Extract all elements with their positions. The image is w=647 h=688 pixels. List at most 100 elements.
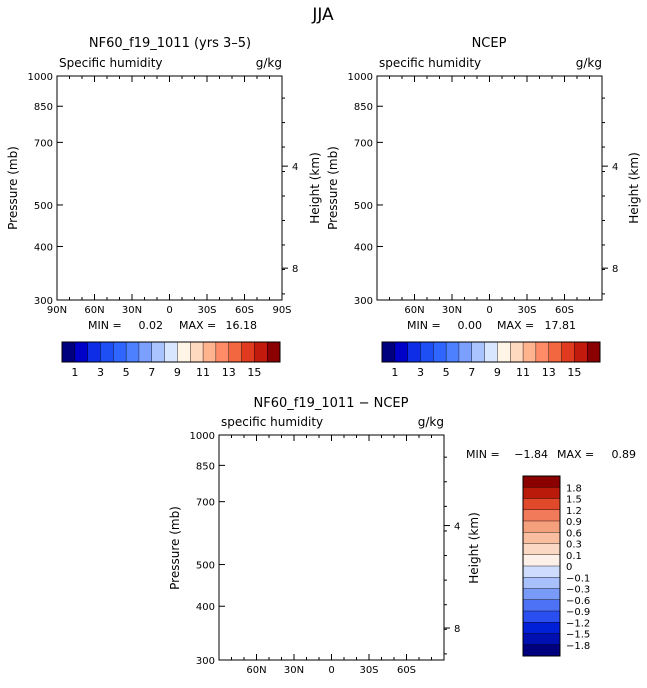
obs-colorbar-swatch	[536, 342, 549, 362]
obs-colorbar-label: 9	[494, 366, 501, 379]
obs-ytick-label: 850	[354, 102, 373, 113]
obs-colorbar-swatch	[587, 342, 600, 362]
obs-colorbar-swatch	[510, 342, 523, 362]
obs-xtick-label: 60N	[404, 305, 424, 316]
obs-colorbar-swatch	[562, 342, 575, 362]
obs-subtitle-left: specific humidity	[379, 56, 481, 70]
model-colorbar-label: 9	[174, 366, 181, 379]
obs-ytick-label: 400	[354, 242, 373, 253]
obs-colorbar-label: 5	[443, 366, 450, 379]
obs-colorbar-swatch	[497, 342, 510, 362]
obs-colorbar-swatch	[574, 342, 587, 362]
model-colorbar-swatch	[100, 342, 113, 362]
model-colorbar-swatch	[139, 342, 152, 362]
model-colorbar-swatch	[152, 342, 165, 362]
model-colorbar-swatch	[203, 342, 216, 362]
obs-frame	[377, 76, 602, 300]
obs-y2label: Height (km)	[627, 152, 641, 223]
model-colorbar-label: 7	[148, 366, 155, 379]
model-colorbar-swatch	[126, 342, 139, 362]
model-colorbar-swatch	[216, 342, 229, 362]
obs-colorbar-label: 3	[417, 366, 424, 379]
obs-xtick-label: 60S	[555, 305, 574, 316]
obs-colorbar-swatch	[420, 342, 433, 362]
obs-colorbar-swatch	[549, 342, 562, 362]
model-title: NF60_f19_1011 (yrs 3–5)	[89, 36, 251, 51]
model-colorbar-swatch	[62, 342, 75, 362]
model-colorbar-swatch	[242, 342, 255, 362]
obs-subtitle-right: g/kg	[576, 56, 602, 70]
model-xtick-label: 0	[166, 305, 172, 316]
model-colorbar-swatch	[177, 342, 190, 362]
model-xtick-label: 60N	[84, 305, 104, 316]
model-y2tick-label: 8	[292, 264, 298, 275]
obs-title: NCEP	[472, 36, 507, 51]
obs-colorbar-label: 13	[542, 366, 556, 379]
model-frame	[57, 76, 282, 300]
model-ylabel: Pressure (mb)	[6, 146, 20, 230]
model-ytick-label: 700	[34, 138, 53, 149]
obs-xtick-label: 30N	[442, 305, 462, 316]
model-colorbar-label: 13	[222, 366, 236, 379]
obs-colorbar-label: 7	[468, 366, 475, 379]
model-xtick-label: 90S	[272, 305, 291, 316]
model-min-value: 0.02	[139, 319, 164, 332]
obs-axes: 60N 30N 0 30S 60S 1000 850 700 500 400 300 8 4	[348, 72, 619, 316]
obs-colorbar-swatch	[433, 342, 446, 362]
model-max-label: MAX =	[179, 319, 216, 332]
model-subtitle-left: Specific humidity	[59, 56, 163, 70]
model-colorbar-swatch	[190, 342, 203, 362]
obs-max-label: MAX =	[497, 319, 534, 332]
obs-ytick-label: 300	[354, 296, 373, 307]
model-colorbar-swatch	[229, 342, 242, 362]
model-min-label: MIN =	[88, 319, 122, 332]
obs-xtick-label: 0	[486, 305, 492, 316]
model-xtick-label: 30N	[122, 305, 142, 316]
obs-colorbar-swatch	[459, 342, 472, 362]
model-ytick-label: 500	[34, 201, 53, 212]
obs-ytick-label: 1000	[348, 72, 373, 83]
panel-model: NF60_f19_1011 (yrs 3–5) Specific humidit…	[6, 36, 322, 379]
obs-colorbar-swatch	[472, 342, 485, 362]
obs-y2tick-label: 4	[612, 162, 618, 173]
panel-diff: NF60_f19_1011 − NCEP specific humidity g…	[168, 396, 636, 676]
model-ytick-label: 300	[34, 296, 53, 307]
obs-colorbar-swatch	[485, 342, 498, 362]
model-colorbar-swatch	[267, 342, 280, 362]
model-colorbar-swatch	[165, 342, 178, 362]
obs-min-value: 0.00	[458, 319, 483, 332]
model-max-value: 16.18	[226, 319, 258, 332]
obs-colorbar-swatch	[395, 342, 408, 362]
model-colorbar-label: 1	[71, 366, 78, 379]
model-colorbar-label: 15	[247, 366, 261, 379]
obs-colorbar-label: 11	[516, 366, 530, 379]
model-colorbar-swatch	[88, 342, 101, 362]
obs-colorbar-swatch	[523, 342, 536, 362]
model-y2tick-label: 4	[292, 162, 298, 173]
obs-xtick-label: 30S	[517, 305, 536, 316]
obs-ytick-label: 500	[354, 201, 373, 212]
obs-colorbar-label: 1	[391, 366, 398, 379]
model-colorbar-swatch	[113, 342, 126, 362]
page-title: JJA	[311, 5, 334, 25]
model-colorbar-label: 5	[123, 366, 130, 379]
obs-ytick-label: 700	[354, 138, 373, 149]
model-xtick-label: 60S	[235, 305, 254, 316]
obs-colorbar-label: 15	[567, 366, 581, 379]
obs-y2tick-label: 8	[612, 264, 618, 275]
model-ytick-label: 850	[34, 102, 53, 113]
obs-colorbar-swatch	[382, 342, 395, 362]
obs-max-value: 17.81	[545, 319, 577, 332]
model-ytick-label: 1000	[28, 72, 53, 83]
diff-title: NF60_f19_1011 − NCEP	[254, 396, 409, 411]
model-xtick-label: 30S	[197, 305, 216, 316]
model-colorbar-swatch	[75, 342, 88, 362]
model-colorbar-label: 3	[97, 366, 104, 379]
diff-subtitle-left: specific humidity	[221, 415, 323, 429]
